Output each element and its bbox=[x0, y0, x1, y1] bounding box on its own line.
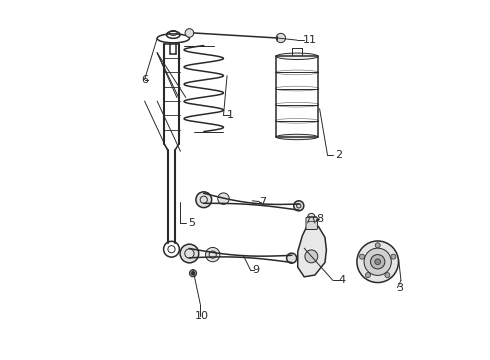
Circle shape bbox=[218, 193, 229, 204]
Circle shape bbox=[287, 253, 296, 263]
Circle shape bbox=[308, 213, 315, 221]
Text: 9: 9 bbox=[252, 265, 259, 275]
Polygon shape bbox=[298, 223, 326, 277]
Circle shape bbox=[375, 259, 381, 265]
Ellipse shape bbox=[276, 53, 318, 59]
Circle shape bbox=[385, 273, 390, 278]
Circle shape bbox=[205, 247, 220, 262]
Circle shape bbox=[190, 270, 196, 277]
Text: 11: 11 bbox=[302, 35, 317, 45]
Circle shape bbox=[391, 254, 396, 259]
Circle shape bbox=[196, 192, 212, 208]
FancyBboxPatch shape bbox=[306, 217, 318, 229]
Text: 7: 7 bbox=[259, 197, 267, 207]
Circle shape bbox=[357, 241, 398, 283]
Circle shape bbox=[276, 33, 286, 42]
Text: 6: 6 bbox=[141, 75, 148, 85]
Circle shape bbox=[180, 244, 199, 263]
Circle shape bbox=[360, 254, 365, 259]
Text: 8: 8 bbox=[317, 215, 324, 224]
Ellipse shape bbox=[276, 134, 318, 140]
Circle shape bbox=[305, 250, 318, 263]
Circle shape bbox=[185, 29, 194, 37]
Text: 2: 2 bbox=[335, 150, 342, 160]
Circle shape bbox=[375, 243, 380, 248]
Circle shape bbox=[370, 255, 385, 269]
Circle shape bbox=[364, 248, 392, 275]
Text: 10: 10 bbox=[195, 311, 209, 321]
Circle shape bbox=[294, 201, 304, 211]
Circle shape bbox=[366, 273, 370, 278]
Text: 1: 1 bbox=[227, 111, 234, 121]
Text: 3: 3 bbox=[396, 283, 403, 293]
Text: 5: 5 bbox=[188, 218, 195, 228]
Circle shape bbox=[191, 271, 195, 275]
Text: 4: 4 bbox=[338, 275, 345, 285]
